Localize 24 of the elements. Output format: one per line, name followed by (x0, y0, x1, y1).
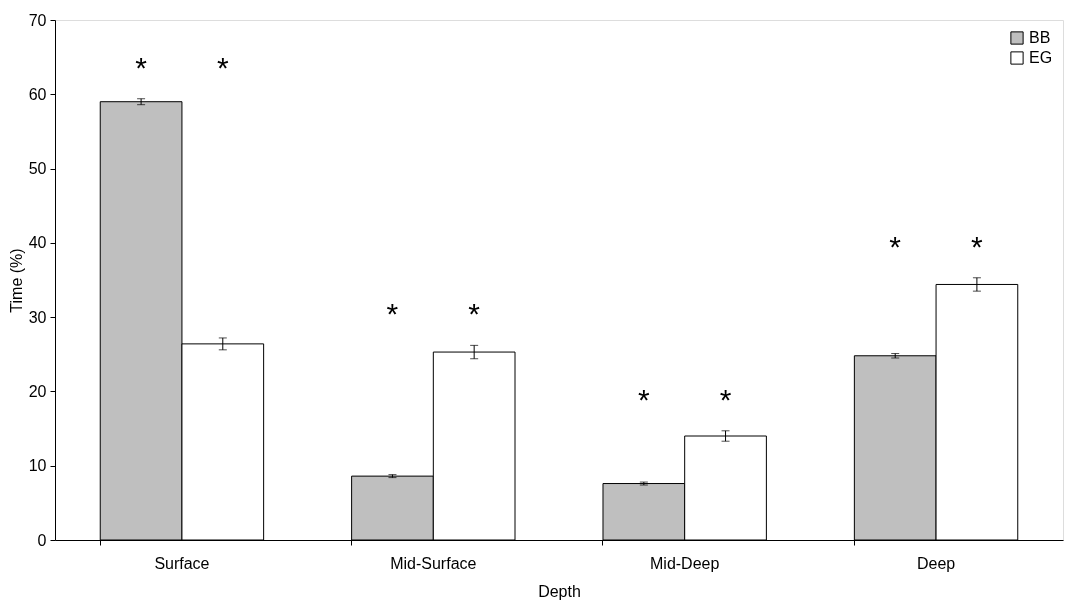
y-axis-title: Time (%) (7, 248, 25, 313)
annotation: * (386, 297, 399, 331)
annotation: * (135, 50, 148, 84)
annotation: * (971, 229, 984, 263)
y-tick-label: 60 (28, 85, 47, 103)
y-tick-label: 0 (37, 531, 47, 549)
x-tick-label: Mid-Surface (390, 554, 477, 572)
y-tick-label: 50 (28, 160, 47, 178)
annotation: * (468, 297, 481, 331)
y-tick-label: 40 (28, 234, 47, 252)
y-tick-label: 20 (28, 382, 47, 400)
y-tick-label: 70 (28, 11, 47, 29)
annotation: * (719, 382, 732, 416)
annotation: * (637, 382, 650, 416)
annotation: * (216, 50, 229, 84)
y-tick-label: 10 (28, 457, 47, 475)
x-tick-label: Mid-Deep (650, 554, 720, 572)
x-tick-label: Deep (916, 554, 956, 572)
legend-label: BB (1029, 29, 1051, 46)
y-tick-label: 30 (28, 308, 47, 326)
x-tick-label: Surface (154, 554, 210, 572)
legend-label: EG (1029, 49, 1053, 66)
annotation: * (889, 229, 902, 263)
x-axis-title: Depth (538, 582, 581, 600)
